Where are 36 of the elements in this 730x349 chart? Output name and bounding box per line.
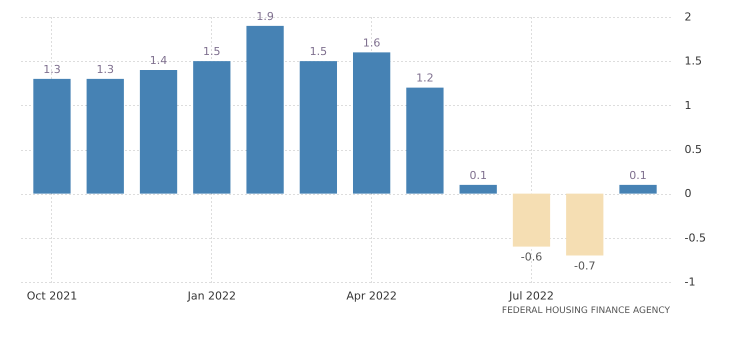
x-tick-label: Apr 2022 bbox=[346, 290, 397, 302]
data-label: 1.3 bbox=[96, 62, 114, 76]
bar bbox=[193, 61, 230, 194]
y-tick-label: 0 bbox=[684, 187, 692, 200]
x-tick-label: Oct 2021 bbox=[26, 290, 78, 302]
bar bbox=[619, 184, 657, 194]
text: FEDERAL HOUSING FINANCE AGENCY bbox=[502, 306, 670, 316]
data-label: 1.9 bbox=[256, 10, 274, 23]
bar bbox=[140, 70, 178, 194]
y-tick-label: -0.5 bbox=[684, 231, 706, 244]
y-tick-label: 2 bbox=[684, 10, 692, 24]
bar bbox=[86, 78, 124, 194]
bar bbox=[300, 61, 338, 194]
bar bbox=[246, 26, 284, 194]
y-tick-label: -1 bbox=[684, 276, 696, 288]
bar bbox=[460, 184, 497, 194]
data-label: 1.5 bbox=[203, 45, 221, 58]
x-tick-label: Jan 2022 bbox=[186, 290, 236, 302]
bar bbox=[33, 78, 71, 194]
bar bbox=[566, 194, 604, 256]
bar bbox=[352, 52, 390, 194]
data-label: 1.5 bbox=[310, 45, 328, 58]
data-label: 1.4 bbox=[150, 54, 168, 67]
bar bbox=[512, 194, 550, 247]
data-label: 0.1 bbox=[629, 168, 647, 182]
y-tick-label: 1.5 bbox=[684, 54, 702, 68]
data-label: -0.6 bbox=[520, 250, 542, 264]
data-label: -0.7 bbox=[574, 260, 596, 272]
y-tick-label: 0.5 bbox=[684, 143, 702, 156]
data-label: 1.3 bbox=[43, 62, 61, 76]
y-tick-label: 1 bbox=[684, 98, 692, 112]
bar bbox=[406, 88, 444, 194]
data-label: 1.6 bbox=[362, 36, 380, 50]
data-label: 0.1 bbox=[469, 168, 487, 182]
x-tick-label: Jul 2022 bbox=[508, 290, 554, 302]
data-label: 1.2 bbox=[416, 72, 434, 85]
